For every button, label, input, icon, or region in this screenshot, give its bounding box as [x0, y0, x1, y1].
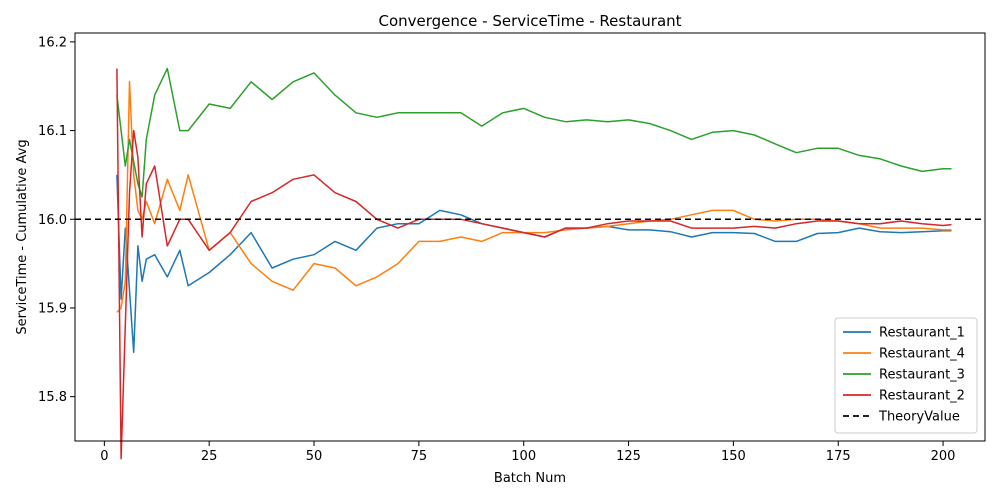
legend-label-Restaurant_1: Restaurant_1: [879, 326, 965, 341]
y-tick-label: 16.0: [38, 213, 67, 228]
legend-label-Restaurant_2: Restaurant_2: [879, 389, 965, 404]
legend-label-Restaurant_4: Restaurant_4: [879, 347, 965, 362]
legend-label-TheoryValue: TheoryValue: [878, 410, 960, 425]
x-tick-label: 200: [931, 449, 956, 464]
x-tick-label: 25: [201, 449, 218, 464]
y-tick-label: 15.8: [38, 390, 67, 405]
y-axis: 15.8 15.9 16.0 16.1 16.2: [38, 35, 75, 405]
axes-frame: [74, 32, 986, 442]
legend-box: [834, 317, 978, 434]
legend-label-Restaurant_3: Restaurant_3: [879, 368, 965, 383]
x-tick-label: 100: [511, 449, 536, 464]
y-tick-label: 15.9: [38, 301, 67, 316]
y-tick-label: 16.2: [38, 35, 67, 50]
x-tick-label: 150: [721, 449, 746, 464]
y-tick-label: 16.1: [38, 124, 67, 139]
plot-area: [75, 67, 985, 460]
x-tick-label: 75: [411, 449, 428, 464]
x-tick-label: 125: [616, 449, 641, 464]
x-axis: 0 25 50 75 100 125 150 175 200: [100, 441, 955, 464]
x-tick-label: 50: [306, 449, 323, 464]
x-tick-label: 0: [100, 449, 108, 464]
chart-title: Convergence - ServiceTime - Restaurant: [378, 12, 681, 30]
y-axis-label: ServiceTime - Cumulative Avg: [15, 139, 30, 334]
series-line-Restaurant_3: [116, 67, 952, 198]
x-axis-label: Batch Num: [494, 471, 566, 486]
x-tick-label: 175: [826, 449, 851, 464]
legend: Restaurant_1 Restaurant_4 Restaurant_3 Rest…: [834, 317, 978, 434]
series-line-Restaurant_1: [116, 174, 952, 354]
